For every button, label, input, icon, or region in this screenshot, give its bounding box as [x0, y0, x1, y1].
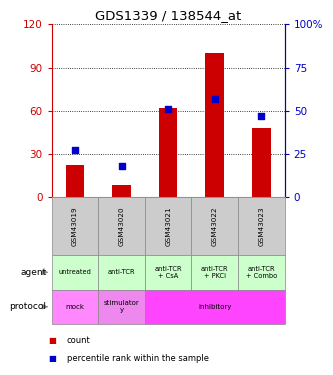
- Text: GSM43019: GSM43019: [72, 206, 78, 246]
- Point: [119, 163, 124, 169]
- Text: anti-TCR
+ Combo: anti-TCR + Combo: [246, 266, 277, 279]
- Text: ■: ■: [48, 336, 56, 345]
- Text: mock: mock: [65, 304, 85, 310]
- Text: inhibitory: inhibitory: [198, 304, 231, 310]
- Text: anti-TCR: anti-TCR: [108, 269, 135, 275]
- Text: GSM43021: GSM43021: [165, 206, 171, 246]
- Text: ■: ■: [48, 354, 56, 363]
- Text: GSM43022: GSM43022: [212, 206, 218, 246]
- Text: untreated: untreated: [59, 269, 91, 275]
- Text: GSM43023: GSM43023: [258, 206, 264, 246]
- Text: protocol: protocol: [10, 302, 47, 311]
- Point: [259, 113, 264, 119]
- Bar: [159, 108, 177, 197]
- Point: [212, 96, 217, 102]
- Point: [166, 106, 171, 112]
- Title: GDS1339 / 138544_at: GDS1339 / 138544_at: [95, 9, 241, 22]
- Bar: [112, 185, 131, 197]
- Text: percentile rank within the sample: percentile rank within the sample: [67, 354, 208, 363]
- Text: agent: agent: [20, 268, 47, 277]
- Text: stimulator
y: stimulator y: [104, 300, 140, 313]
- Bar: [66, 165, 84, 197]
- Text: anti-TCR
+ CsA: anti-TCR + CsA: [155, 266, 182, 279]
- Text: GSM43020: GSM43020: [119, 206, 125, 246]
- Point: [72, 147, 78, 153]
- Text: anti-TCR
+ PKCi: anti-TCR + PKCi: [201, 266, 228, 279]
- Text: count: count: [67, 336, 90, 345]
- Bar: [252, 128, 271, 197]
- Bar: [205, 53, 224, 197]
